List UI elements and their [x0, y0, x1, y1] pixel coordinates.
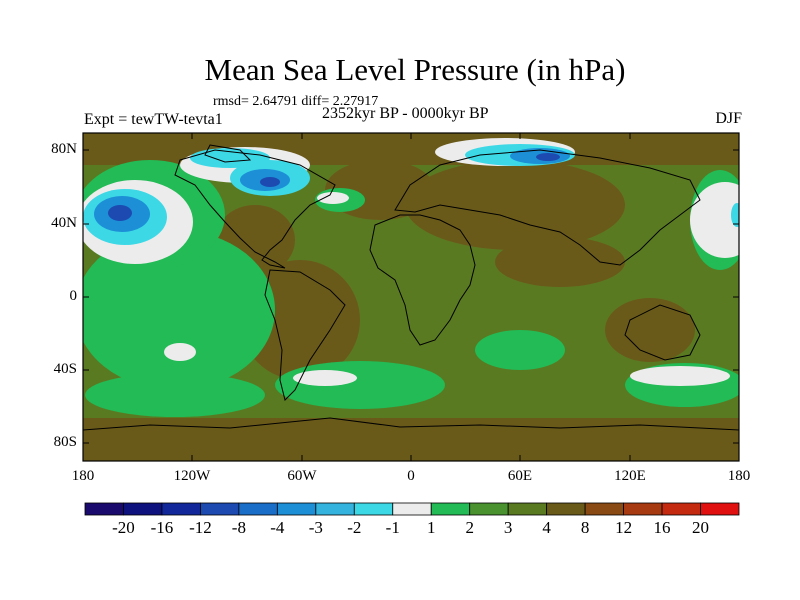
period-label: 2352kyr BP - 0000kyr BP	[322, 105, 489, 122]
field-australia-brown	[605, 298, 695, 362]
field-tasman-white	[630, 366, 730, 386]
field-indian-green	[475, 330, 565, 370]
field-siberia-darkblue	[536, 153, 560, 161]
colorbar-swatch	[584, 502, 624, 516]
field-natlantic-white	[317, 192, 349, 204]
colorbar-tick-label: 1	[426, 518, 436, 537]
coast-south-america	[264, 269, 346, 401]
colorbar-tick-label: 16	[653, 518, 671, 537]
axis-ticks	[82, 133, 740, 461]
lat-label: 80N	[51, 141, 77, 157]
colorbar-swatch	[392, 502, 432, 516]
lon-label: 180	[71, 468, 95, 484]
colorbar-tick-label: -2	[347, 518, 362, 537]
coast-eurasia	[394, 149, 701, 266]
coastlines	[83, 144, 739, 431]
colorbar	[84, 502, 740, 516]
lon-label: 120E	[614, 468, 646, 484]
experiment-label: Expt = tewTW-tevta1	[84, 111, 223, 128]
lon-label: 60W	[287, 468, 317, 484]
colorbar-tick-label: 20	[692, 518, 710, 537]
colorbar-swatch	[200, 502, 240, 516]
colorbar-tick-label: -3	[308, 518, 323, 537]
lon-label: 0	[407, 468, 415, 484]
lat-label: 40N	[51, 215, 77, 231]
coast-africa	[369, 214, 476, 346]
lon-label: 120W	[173, 468, 211, 484]
field-pacific-white	[164, 343, 196, 361]
lat-label: 80S	[53, 434, 77, 450]
lon-label: 60E	[507, 468, 533, 484]
colorbar-tick-label: 2	[465, 518, 474, 537]
colorbar-swatch	[315, 502, 355, 516]
coast-arctic-islands	[204, 144, 252, 163]
field-spacific-green	[85, 373, 265, 417]
colorbar-swatch	[623, 502, 663, 516]
colorbar-tick-label: -1	[385, 518, 400, 537]
colorbar-swatch	[469, 502, 509, 516]
colorbar-tick-label: 3	[503, 518, 513, 537]
field-arctic-canada-cyan	[190, 148, 270, 168]
colorbar-swatch	[276, 502, 317, 516]
field-aleutian-east-white	[690, 182, 739, 258]
statistics-text: rmsd= 2.64791 diff= 2.27917	[213, 94, 379, 109]
coast-north-america	[174, 149, 336, 269]
field-pacific-green	[83, 230, 275, 390]
colorbar-swatch	[353, 502, 394, 516]
coast-antarctica	[83, 417, 739, 431]
colorbar-tick-label: -20	[112, 518, 135, 537]
pressure-field	[83, 133, 739, 461]
colorbar-swatch	[123, 502, 163, 516]
colorbar-tick-label: -8	[231, 518, 246, 537]
lon-label: 180	[727, 468, 751, 484]
field-himalaya-brown	[495, 237, 625, 287]
field-aleutian-darkblue	[108, 205, 132, 221]
colorbar-swatch	[430, 502, 471, 516]
field-antarctic-brown	[83, 418, 739, 461]
plot-title: Mean Sea Level Pressure (in hPa)	[204, 52, 626, 87]
colorbar-tick-label: -16	[150, 518, 174, 537]
field-hudson-darkblue	[260, 177, 280, 187]
colorbar-tick-label: -4	[270, 518, 285, 537]
coast-australia	[624, 304, 701, 361]
season-label: DJF	[715, 110, 742, 127]
field-satlantic-white	[293, 370, 357, 386]
field-east-cyan	[731, 203, 739, 227]
field-satlantic-green	[275, 361, 445, 409]
colorbar-swatch	[84, 502, 124, 516]
lat-label: 40S	[53, 361, 77, 377]
colorbar-tick-label: 8	[580, 518, 590, 537]
colorbar-swatch	[546, 502, 586, 516]
colorbar-tick-label: 12	[615, 518, 633, 537]
colorbar-swatch	[161, 502, 201, 516]
lat-label: 0	[69, 288, 78, 304]
colorbar-tick-label: 4	[542, 518, 551, 537]
colorbar-tick-label: -12	[189, 518, 212, 537]
colorbar-swatch	[238, 502, 278, 516]
colorbar-swatch	[661, 502, 701, 516]
colorbar-swatch	[507, 502, 548, 516]
field-asia-brown	[405, 160, 625, 250]
colorbar-swatch	[700, 502, 740, 516]
